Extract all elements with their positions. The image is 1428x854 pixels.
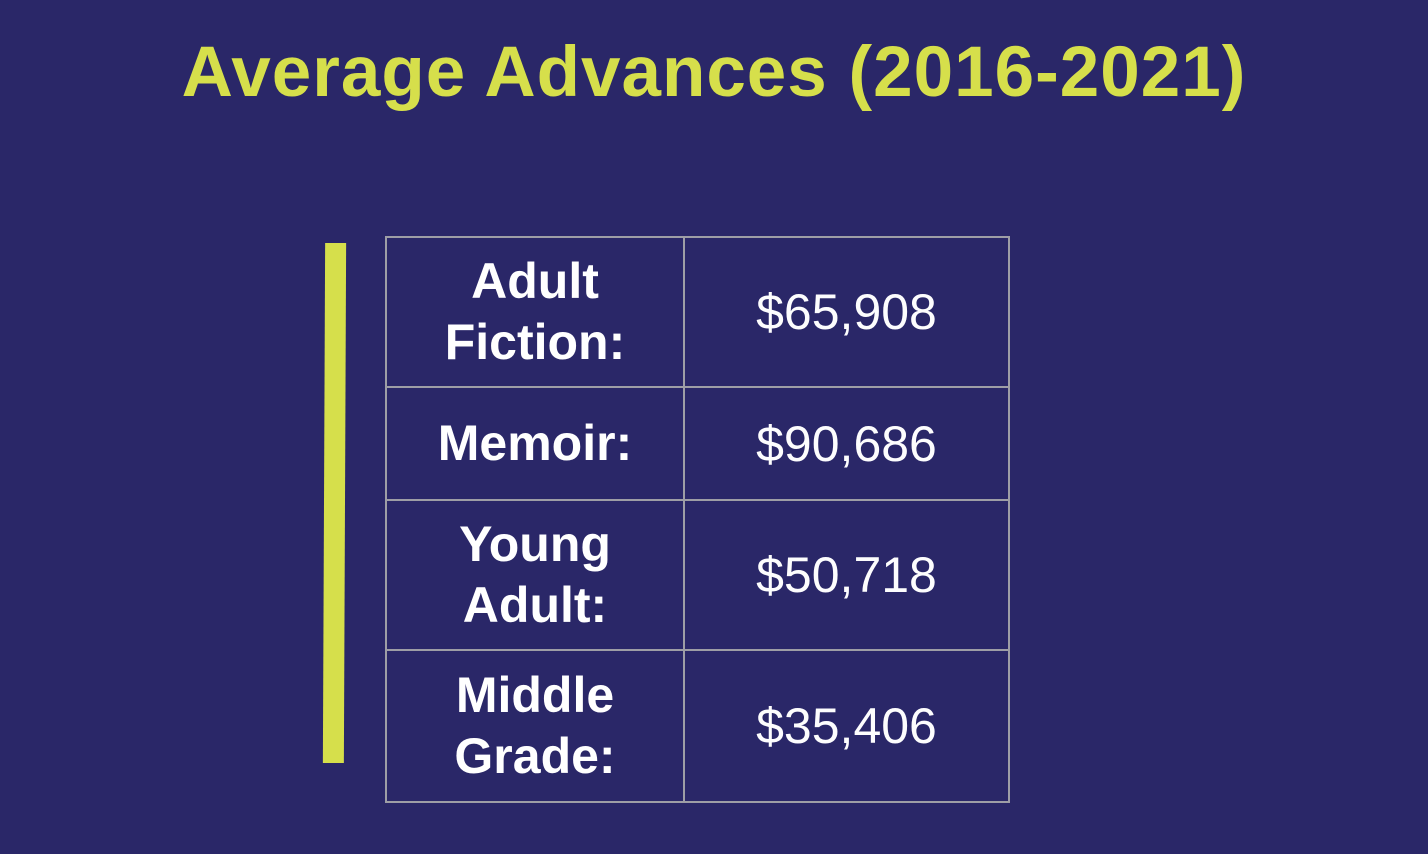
- row-label-adult-fiction: Adult Fiction:: [387, 238, 683, 386]
- page-title: Average Advances (2016-2021): [181, 33, 1247, 112]
- row-label-memoir: Memoir:: [387, 388, 683, 499]
- row-value-adult-fiction: $65,908: [685, 238, 1008, 386]
- row-value-memoir: $90,686: [685, 388, 1008, 499]
- row-value-young-adult: $50,718: [685, 501, 1008, 649]
- advances-table: Adult Fiction: $65,908 Memoir: $90,686 Y…: [385, 236, 1010, 803]
- row-value-middle-grade: $35,406: [685, 651, 1008, 801]
- slide: Average Advances (2016-2021) Adult Ficti…: [0, 33, 1428, 854]
- row-label-middle-grade: Middle Grade:: [387, 651, 683, 801]
- accent-bar: [322, 242, 347, 764]
- row-label-young-adult: Young Adult:: [387, 501, 683, 649]
